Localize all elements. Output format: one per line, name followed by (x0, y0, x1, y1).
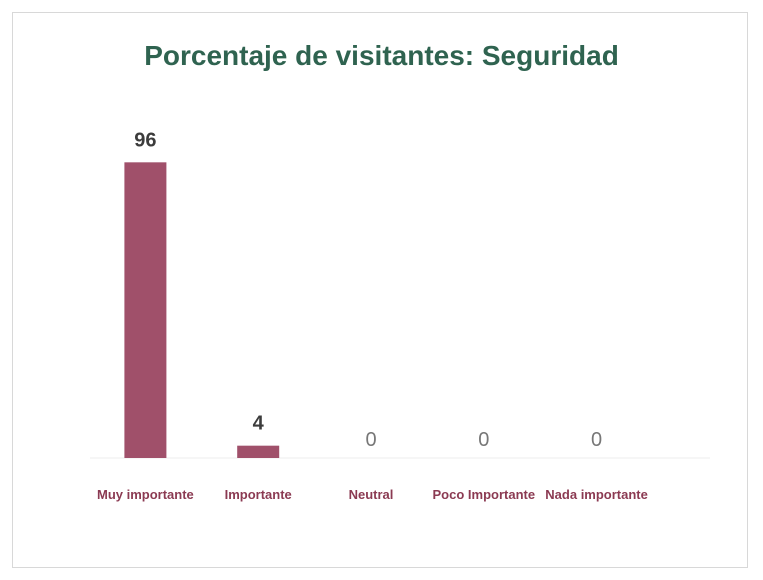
x-tick-label: Poco Importante (432, 487, 536, 502)
x-tick-label: Importante (224, 487, 292, 502)
chart-title: Porcentaje de visitantes: Seguridad (144, 40, 619, 71)
x-tick-label: Neutral (348, 487, 394, 502)
bar (237, 445, 280, 458)
x-tick-label: Nada importante (545, 487, 648, 502)
x-tick-label: Muy importante (96, 487, 194, 502)
data-label: 0 (478, 429, 489, 451)
data-label: 96 (134, 129, 156, 151)
data-label: 4 (253, 413, 265, 435)
bar (124, 162, 167, 458)
chart-frame (12, 12, 748, 568)
data-label: 0 (365, 429, 376, 451)
data-label: 0 (591, 429, 602, 451)
